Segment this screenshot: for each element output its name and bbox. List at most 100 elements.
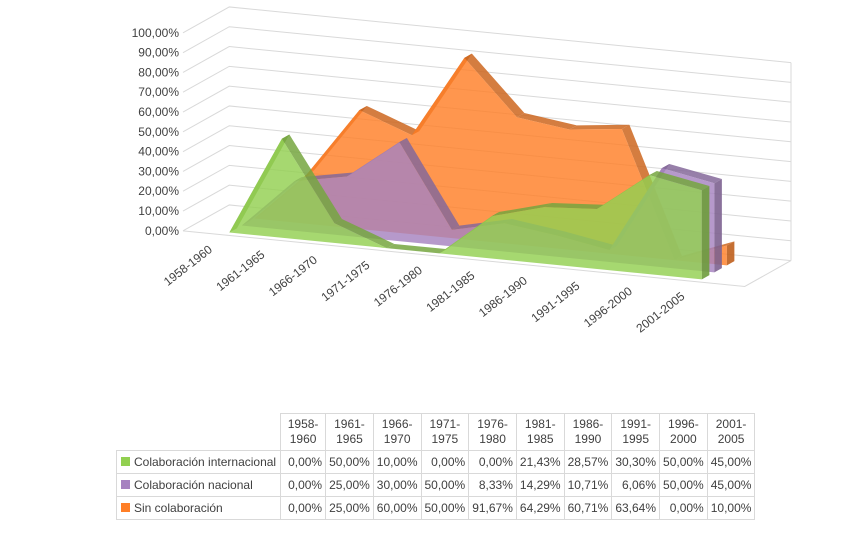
table-header-cell: 1961- 1965 bbox=[325, 413, 374, 451]
x-tick-label: 1981-1985 bbox=[424, 268, 478, 315]
x-tick-label: 1966-1970 bbox=[266, 253, 320, 300]
table-value-cell: 0,00% bbox=[468, 450, 517, 474]
area-front-face bbox=[241, 142, 715, 273]
area-top-segment bbox=[491, 202, 552, 217]
table-value-cell: 50,00% bbox=[659, 473, 708, 497]
area-end-cap bbox=[726, 241, 735, 266]
area-top-segment bbox=[649, 170, 710, 191]
y-tick-label: 0,00% bbox=[145, 224, 179, 238]
table-value-cell: 64,29% bbox=[515, 496, 565, 520]
x-tick-label: 1976-1980 bbox=[371, 263, 425, 310]
x-tick-label: 1971-1975 bbox=[319, 258, 373, 305]
area-end-cap bbox=[714, 179, 722, 273]
series-label: Sin colaboración bbox=[115, 496, 282, 520]
area-top-segment bbox=[516, 113, 577, 130]
data-table: 1958- 1960 1961- 1965 1966- 1970 1971- 1975 1976… bbox=[115, 413, 756, 520]
table-row: Colaboración internacional 0,00% 50,00% 10,… bbox=[115, 450, 756, 474]
area-top-segment bbox=[569, 124, 630, 130]
table-value-cell: 0,00% bbox=[280, 473, 327, 497]
area-top-segment bbox=[399, 137, 460, 230]
y-tick-label: 100,00% bbox=[132, 26, 180, 40]
area-top-segment bbox=[359, 105, 420, 136]
y-tick-label: 70,00% bbox=[138, 85, 179, 99]
gridline bbox=[182, 6, 792, 64]
floor-line bbox=[182, 230, 792, 287]
table-value-cell: 30,00% bbox=[372, 473, 422, 497]
table-header-cell: 1971- 1975 bbox=[420, 413, 470, 451]
table-row: Sin colaboración 0,00% 25,00% 60,00% 50,00% 9… bbox=[115, 496, 756, 520]
area-top-segment bbox=[661, 163, 722, 184]
table-header-cell: 1966- 1970 bbox=[372, 413, 422, 451]
gridlines bbox=[182, 6, 792, 287]
series-label: Colaboración internacional bbox=[115, 450, 282, 474]
y-tick-label: 60,00% bbox=[138, 105, 179, 119]
table-value-cell: 10,00% bbox=[706, 496, 756, 520]
table-value-cell: 50,00% bbox=[325, 450, 374, 474]
table-header-cell: 1996- 2000 bbox=[659, 413, 708, 451]
table-value-cell: 50,00% bbox=[420, 496, 470, 520]
table-header-cell: 1991- 1995 bbox=[611, 413, 661, 451]
table-value-cell: 30,30% bbox=[611, 450, 661, 474]
table-value-cell: 50,00% bbox=[420, 473, 470, 497]
y-tick-label: 30,00% bbox=[138, 164, 179, 178]
legend-swatch bbox=[121, 480, 130, 490]
area-top-segment bbox=[386, 243, 447, 254]
table-header-cell: 2001- 2005 bbox=[706, 413, 756, 451]
x-tick-label: 1991-1995 bbox=[529, 279, 583, 326]
y-axis-ticks: 0,00% 10,00% 20,00% 30,00% 40,00% 50,00% 60,00… bbox=[132, 26, 180, 238]
series-0 bbox=[229, 134, 710, 280]
table-row: Colaboración nacional 0,00% 25,00% 30,00% 50… bbox=[115, 473, 756, 497]
table-value-cell: 45,00% bbox=[706, 450, 756, 474]
table-header-cell: 1976- 1980 bbox=[468, 413, 517, 451]
y-tick-label: 50,00% bbox=[138, 125, 179, 139]
x-tick-label: 1996-2000 bbox=[581, 284, 635, 331]
y-tick-label: 40,00% bbox=[138, 145, 179, 159]
table-value-cell: 45,00% bbox=[706, 473, 756, 497]
table-value-cell: 14,29% bbox=[515, 473, 565, 497]
table-value-cell: 8,33% bbox=[468, 473, 517, 497]
y-tick-label: 10,00% bbox=[138, 204, 179, 218]
area-top-segment bbox=[464, 53, 525, 118]
legend-swatch bbox=[121, 503, 130, 513]
series-label: Colaboración nacional bbox=[115, 473, 282, 497]
table-value-cell: 0,00% bbox=[280, 450, 327, 474]
table-value-cell: 0,00% bbox=[420, 450, 470, 474]
y-tick-label: 80,00% bbox=[138, 65, 179, 79]
table-value-cell: 50,00% bbox=[659, 450, 708, 474]
x-tick-label: 1958-1960 bbox=[161, 242, 215, 289]
table-value-cell: 60,00% bbox=[372, 496, 422, 520]
table-header-cell: 1958- 1960 bbox=[280, 413, 327, 451]
table-corner bbox=[116, 413, 282, 451]
y-tick-label: 20,00% bbox=[138, 184, 179, 198]
table-value-cell: 25,00% bbox=[325, 496, 374, 520]
table-value-cell: 10,00% bbox=[372, 450, 422, 474]
x-tick-label: 2001-2005 bbox=[634, 289, 688, 336]
series-areas bbox=[229, 53, 735, 280]
gridline bbox=[182, 85, 792, 143]
table-value-cell: 6,06% bbox=[611, 473, 661, 497]
area-top-segment bbox=[334, 218, 395, 249]
area-top-segment bbox=[281, 134, 342, 224]
area-top-segment bbox=[544, 202, 605, 209]
table-value-cell: 25,00% bbox=[325, 473, 374, 497]
y-tick-label: 90,00% bbox=[138, 46, 179, 60]
table-value-cell: 0,00% bbox=[280, 496, 327, 520]
table-value-cell: 21,43% bbox=[515, 450, 565, 474]
table-header-cell: 1981- 1985 bbox=[515, 413, 565, 451]
gridline bbox=[182, 65, 792, 123]
area-front-face bbox=[229, 138, 702, 280]
chart: 0,00% 10,00% 20,00% 30,00% 40,00% 50,00% 60,00… bbox=[132, 6, 792, 336]
x-tick-label: 1961-1965 bbox=[214, 247, 268, 294]
table-value-cell: 60,71% bbox=[563, 496, 613, 520]
legend-swatch bbox=[121, 457, 130, 467]
table-value-cell: 0,00% bbox=[659, 496, 708, 520]
x-tick-label: 1986-1990 bbox=[476, 273, 530, 320]
table-header-cell: 1986- 1990 bbox=[563, 413, 613, 451]
table-value-cell: 63,64% bbox=[611, 496, 661, 520]
gridline bbox=[182, 26, 792, 83]
table-value-cell: 91,67% bbox=[468, 496, 517, 520]
table-value-cell: 28,57% bbox=[563, 450, 613, 474]
area-end-cap bbox=[701, 186, 710, 280]
gridline bbox=[182, 46, 792, 103]
table-value-cell: 10,71% bbox=[563, 473, 613, 497]
